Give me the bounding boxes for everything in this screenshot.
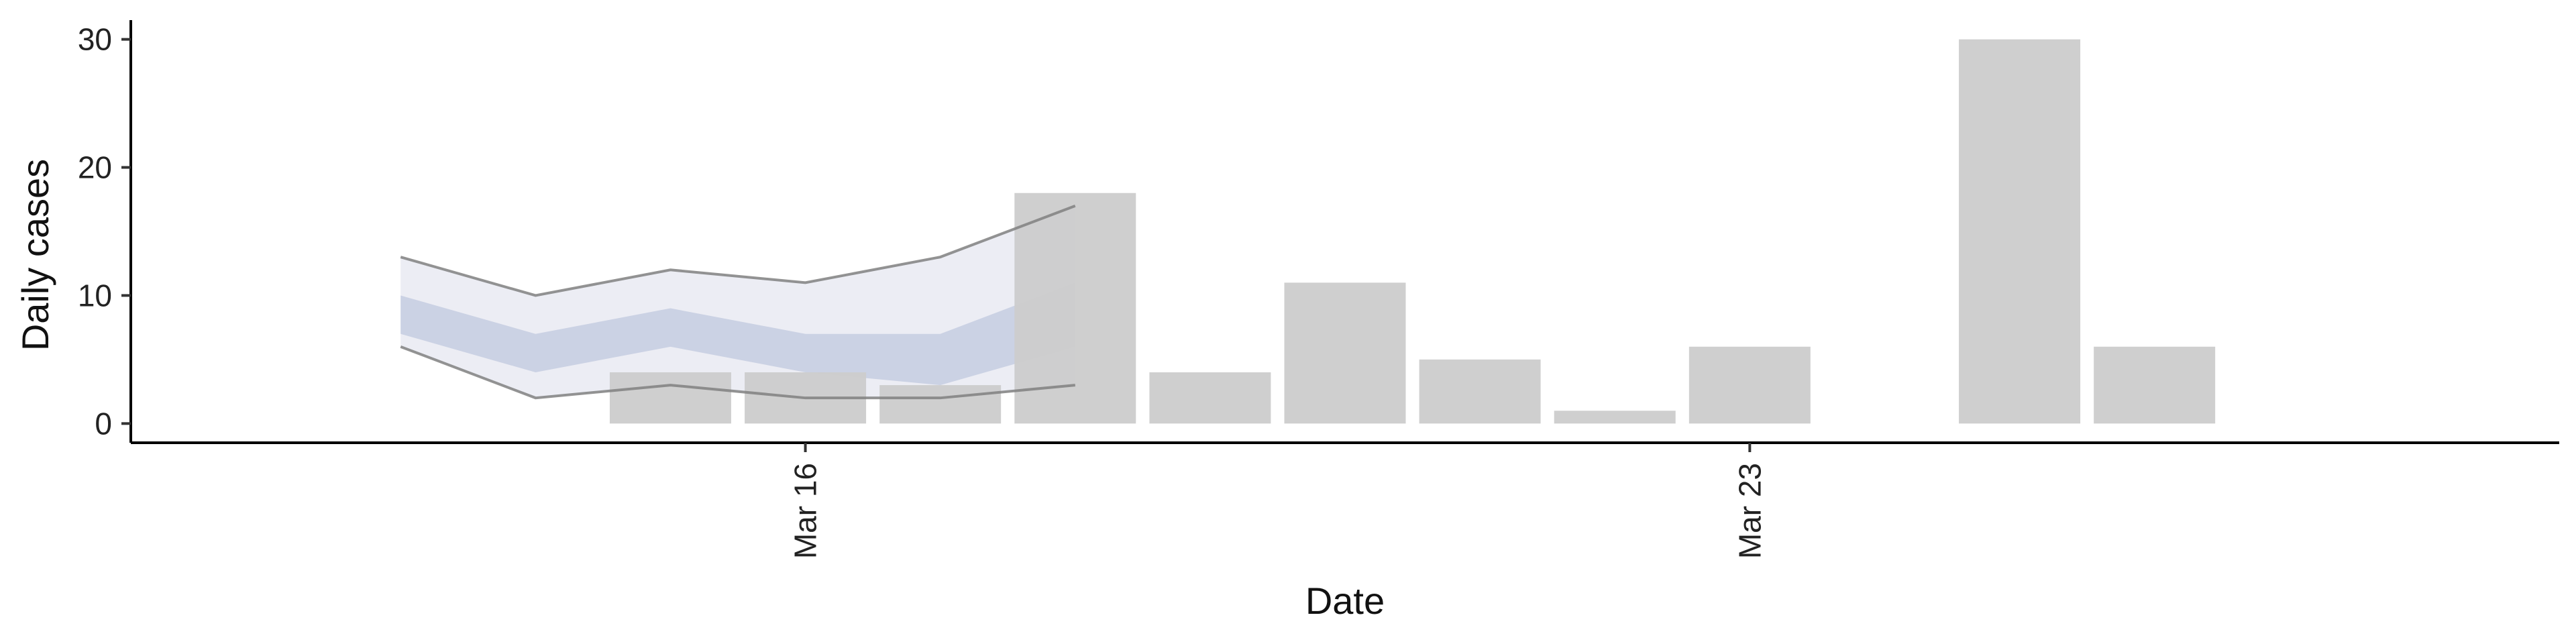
bar [1959,39,2081,424]
inner-interval-band [400,282,1075,386]
estimate-lines [400,204,1076,400]
lower-bound-line [400,345,1075,400]
bar [1554,411,1676,424]
bar [2094,346,2216,424]
x-axis-title: Date [1305,580,1385,622]
bar [879,385,1002,424]
y-tick-label: 30 [78,22,112,57]
estimate-bands [400,205,1075,398]
y-tick-label: 20 [78,150,112,185]
bar [1149,372,1271,424]
x-tick-label: Mar 23 [1732,463,1767,559]
y-axis-title: Daily cases [14,159,56,351]
upper-bound-line [400,204,1076,297]
bar [1688,346,1811,424]
bar [1284,282,1406,424]
y-tick-label: 0 [95,406,112,441]
bars-group [609,39,2216,424]
x-tick-label: Mar 16 [788,463,823,559]
bar [609,372,731,424]
axes: 0 10 20 30 Mar 16 Mar 23 [78,20,2559,559]
bar [1419,359,1541,424]
y-tick-label: 10 [78,278,112,313]
